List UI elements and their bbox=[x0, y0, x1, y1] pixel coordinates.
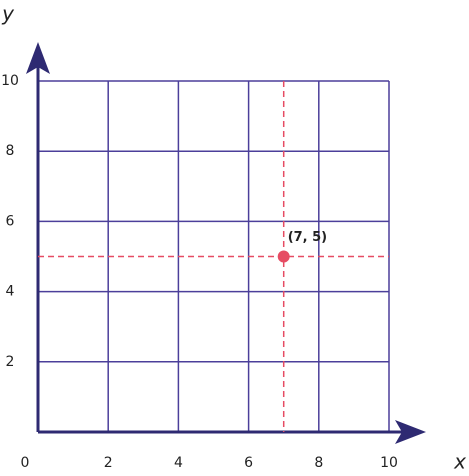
y-tick-label: 4 bbox=[6, 284, 15, 300]
x-tick-label: 6 bbox=[244, 455, 253, 471]
y-tick-label: 10 bbox=[1, 73, 19, 89]
x-axis-label: x bbox=[453, 450, 466, 474]
y-axis-arrow bbox=[26, 42, 50, 74]
x-tick-label: 4 bbox=[174, 455, 183, 471]
point bbox=[277, 250, 290, 263]
y-axis-label: y bbox=[1, 2, 15, 26]
x-tick-label: 0 bbox=[21, 455, 30, 471]
x-tick-label: 2 bbox=[104, 455, 113, 471]
y-tick-label: 2 bbox=[6, 354, 15, 370]
y-tick-label: 6 bbox=[6, 213, 15, 229]
x-tick-label: 10 bbox=[380, 455, 398, 471]
point-annotation: (7, 5) bbox=[288, 230, 327, 245]
y-tick-label: 8 bbox=[6, 143, 15, 159]
x-tick-label: 8 bbox=[314, 455, 323, 471]
x-axis-arrow bbox=[395, 420, 426, 444]
